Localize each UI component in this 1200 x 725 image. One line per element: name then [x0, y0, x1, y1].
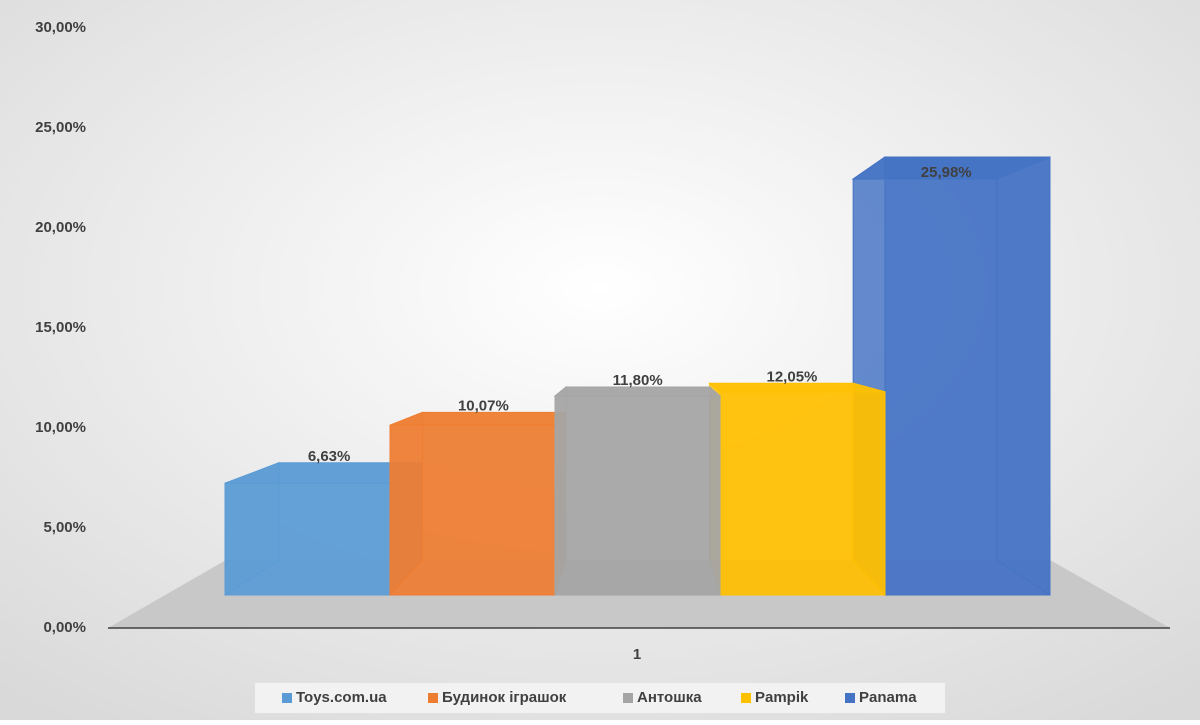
data-label: 10,07% — [458, 397, 509, 414]
legend-marker — [845, 693, 855, 703]
y-tick-label: 25,00% — [35, 119, 86, 136]
x-tick-label: 1 — [633, 646, 641, 663]
y-tick-label: 10,00% — [35, 419, 86, 436]
y-tick-label: 30,00% — [35, 19, 86, 36]
legend-label: Pampik — [755, 689, 809, 706]
y-tick-label: 5,00% — [43, 519, 86, 536]
legend-label: Будинок іграшок — [442, 689, 567, 706]
bar — [884, 156, 1051, 596]
legend-marker — [741, 693, 751, 703]
bar — [224, 482, 391, 596]
y-tick-label: 0,00% — [43, 619, 86, 636]
data-label: 11,80% — [613, 372, 663, 389]
bar — [719, 391, 886, 596]
legend-box — [255, 683, 945, 713]
y-tick-label: 20,00% — [35, 219, 86, 236]
data-label: 25,98% — [921, 164, 972, 181]
y-tick-label: 15,00% — [35, 319, 86, 336]
legend-label: Toys.com.ua — [296, 689, 387, 706]
data-label: 12,05% — [767, 368, 818, 385]
legend-marker — [428, 693, 438, 703]
legend-marker — [282, 693, 292, 703]
bar — [389, 424, 556, 596]
legend-label: Антошка — [637, 689, 702, 706]
data-label: 6,63% — [308, 448, 351, 465]
legend-marker — [623, 693, 633, 703]
legend-label: Panama — [859, 689, 917, 706]
bar — [554, 395, 721, 596]
